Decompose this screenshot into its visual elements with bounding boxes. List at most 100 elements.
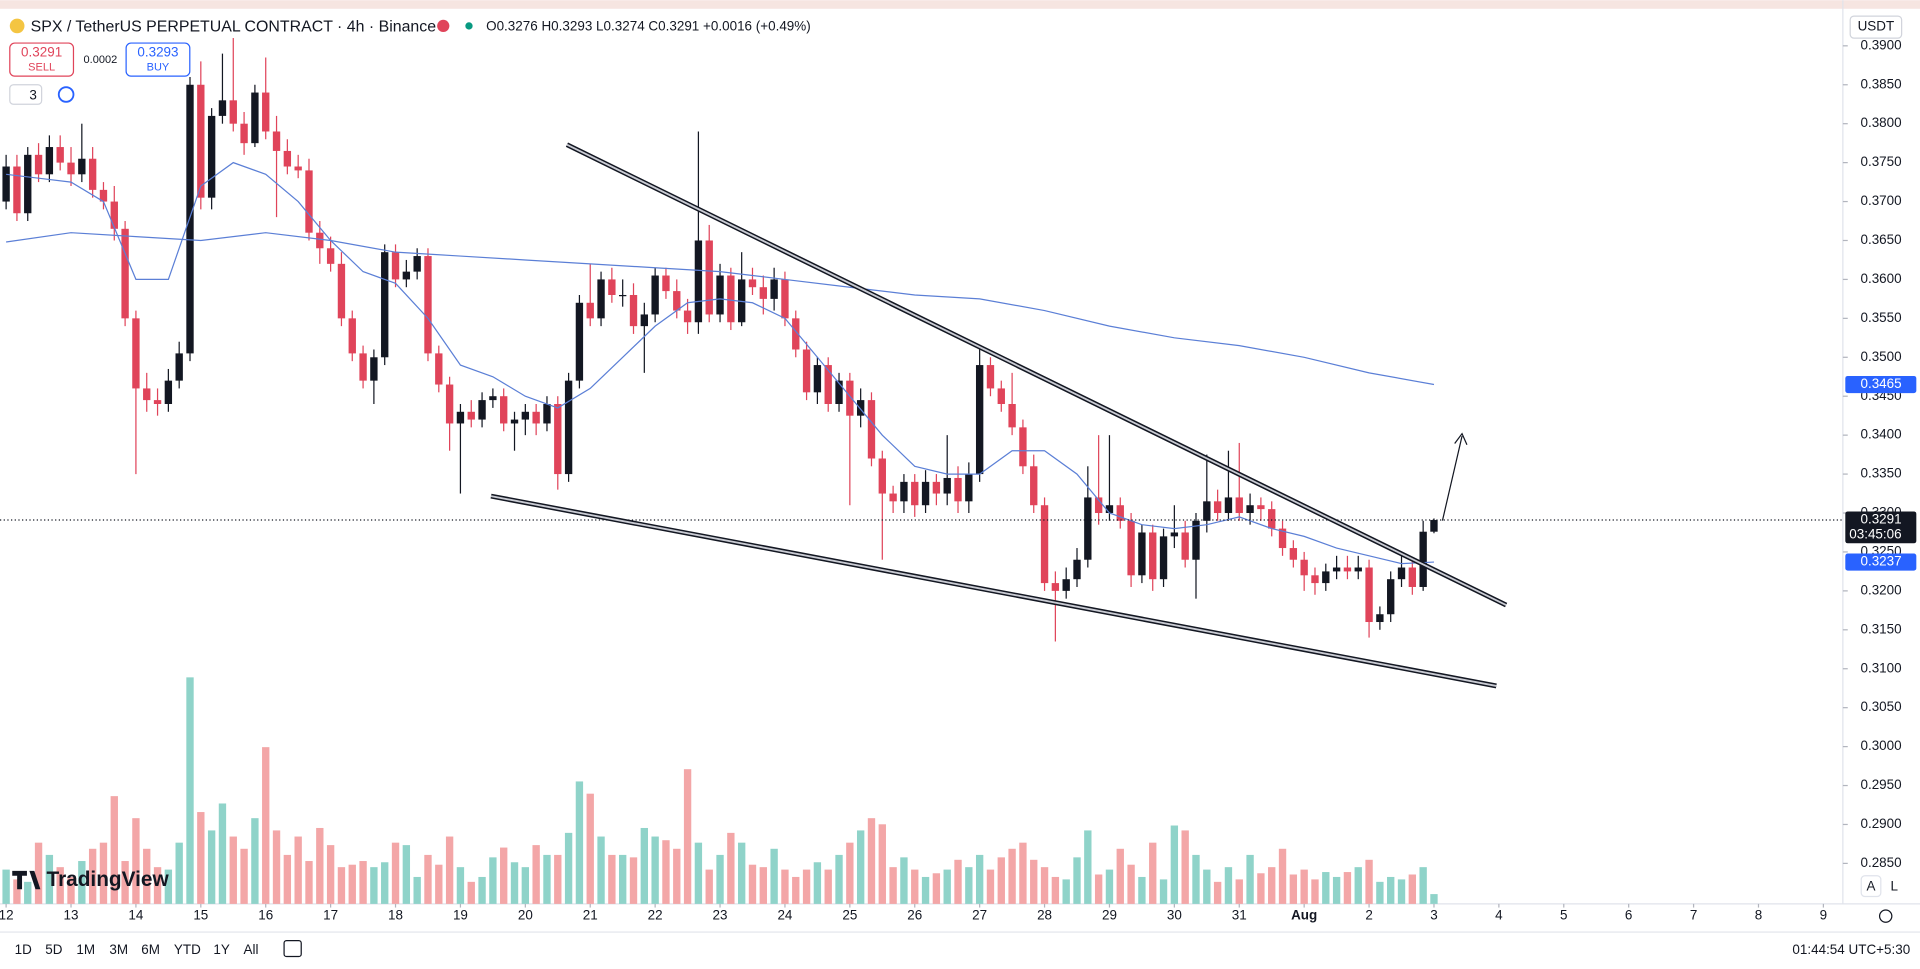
candle-body — [619, 294, 627, 297]
volume-bar — [597, 836, 605, 904]
candle-body — [943, 477, 951, 494]
range-button[interactable]: 3M — [109, 942, 128, 957]
y-tick-label: 0.3850 — [1860, 76, 1901, 91]
candle-body — [1332, 567, 1341, 572]
market-open-dot — [465, 22, 473, 30]
candle-body — [1084, 497, 1092, 560]
range-button[interactable]: 1D — [15, 942, 32, 957]
candle-body — [597, 279, 605, 319]
volume-bar — [1170, 825, 1179, 904]
volume-bar — [78, 861, 86, 904]
candle-body — [1246, 505, 1254, 514]
volume-bar — [1116, 848, 1124, 904]
volume-bar — [1073, 857, 1081, 904]
range-button[interactable]: 6M — [141, 942, 160, 957]
y-tick-label: 0.2850 — [1860, 855, 1901, 870]
currency: USDT — [1858, 19, 1895, 34]
volume-bar — [878, 824, 886, 904]
candle-body — [1376, 614, 1384, 623]
volume-bar — [391, 842, 400, 904]
x-tick-label: 30 — [1167, 908, 1182, 923]
volume-bar — [802, 869, 811, 904]
candle-body — [413, 256, 421, 272]
candle-body — [1268, 509, 1276, 529]
candle-body — [1030, 466, 1038, 506]
volume-bar — [1181, 830, 1189, 904]
candle-body — [1235, 497, 1243, 514]
volume-bar — [197, 812, 205, 904]
volume-bar — [1419, 867, 1427, 904]
volume-bar — [1257, 873, 1265, 904]
refresh-icon[interactable] — [57, 86, 75, 103]
symbol-title: SPX / TetherUS PERPETUAL CONTRACT · 4h ·… — [31, 18, 437, 35]
range-button[interactable]: All — [244, 942, 259, 957]
candle-body — [813, 365, 822, 393]
volume-bar — [56, 867, 64, 904]
volume-bar — [164, 869, 173, 904]
arrow — [1441, 432, 1468, 521]
volume-bar — [262, 747, 270, 904]
candle-body — [1343, 567, 1352, 572]
candle-body — [500, 396, 508, 424]
volume-bar — [716, 854, 724, 904]
candle-body — [846, 380, 854, 416]
volume-bar — [413, 876, 421, 904]
volume-bar — [337, 867, 346, 904]
symbol-icon — [9, 18, 25, 34]
x-tick-label: 24 — [777, 908, 792, 923]
range-button[interactable]: 1Y — [213, 942, 229, 957]
status-icon — [437, 19, 450, 33]
indicators-toggle[interactable] — [9, 84, 43, 105]
currency-button[interactable] — [1849, 15, 1903, 39]
range-button[interactable]: 1M — [76, 942, 95, 957]
candle-body — [1008, 404, 1016, 428]
volume-bar — [889, 867, 897, 904]
candle-body — [878, 458, 886, 494]
ohlc-legend: O0.3276 H0.3293 L0.3274 C0.3291 +0.0016 … — [486, 19, 811, 34]
settings-icon[interactable] — [1878, 909, 1893, 923]
candle-body — [1354, 567, 1362, 572]
x-tick-label: 27 — [972, 908, 987, 923]
volume-bar — [846, 842, 854, 904]
buy-button[interactable] — [125, 42, 191, 77]
x-tick-label: 31 — [1232, 908, 1247, 923]
range-button[interactable]: 5D — [45, 942, 62, 957]
y-tick-label: 0.3900 — [1860, 37, 1901, 52]
range-button[interactable]: YTD — [174, 942, 201, 957]
volume-bar — [132, 818, 140, 904]
volume-bar — [381, 862, 389, 904]
volume-bar — [272, 830, 281, 904]
volume-bar — [186, 677, 194, 904]
y-tick-label: 0.3550 — [1860, 310, 1901, 325]
candle-body — [435, 353, 443, 385]
auto-scale-button[interactable] — [1860, 875, 1882, 898]
volume-bar — [1397, 879, 1406, 904]
volume-bar — [965, 867, 973, 904]
volume-bar — [67, 876, 75, 904]
sell-button[interactable] — [9, 42, 75, 77]
volume-bar — [1051, 876, 1060, 904]
y-tick-label: 0.3800 — [1860, 115, 1901, 130]
volume-bar — [543, 854, 551, 904]
date-range-icon[interactable] — [283, 940, 302, 958]
clock: 01:44:54 UTC+5:30 — [1792, 942, 1910, 957]
log-scale: L — [1891, 878, 1899, 893]
candle-body — [1322, 571, 1330, 584]
candle-body — [532, 411, 540, 424]
candle-body — [1408, 567, 1417, 587]
volume-bar — [532, 845, 540, 904]
volume-bar — [867, 818, 876, 904]
candle-body — [207, 115, 216, 198]
volume-bar — [1094, 874, 1103, 904]
candle-body — [921, 481, 930, 506]
volume-bar — [348, 864, 356, 904]
x-tick-label: 6 — [1625, 908, 1632, 923]
y-tick-label: 0.2900 — [1860, 816, 1901, 831]
candle-body — [197, 84, 205, 198]
candle-body — [110, 201, 118, 229]
lower-trend-line-inner — [490, 495, 1497, 687]
candle-body — [1257, 505, 1265, 510]
volume-bar — [856, 830, 865, 904]
volume-bar — [619, 854, 627, 904]
